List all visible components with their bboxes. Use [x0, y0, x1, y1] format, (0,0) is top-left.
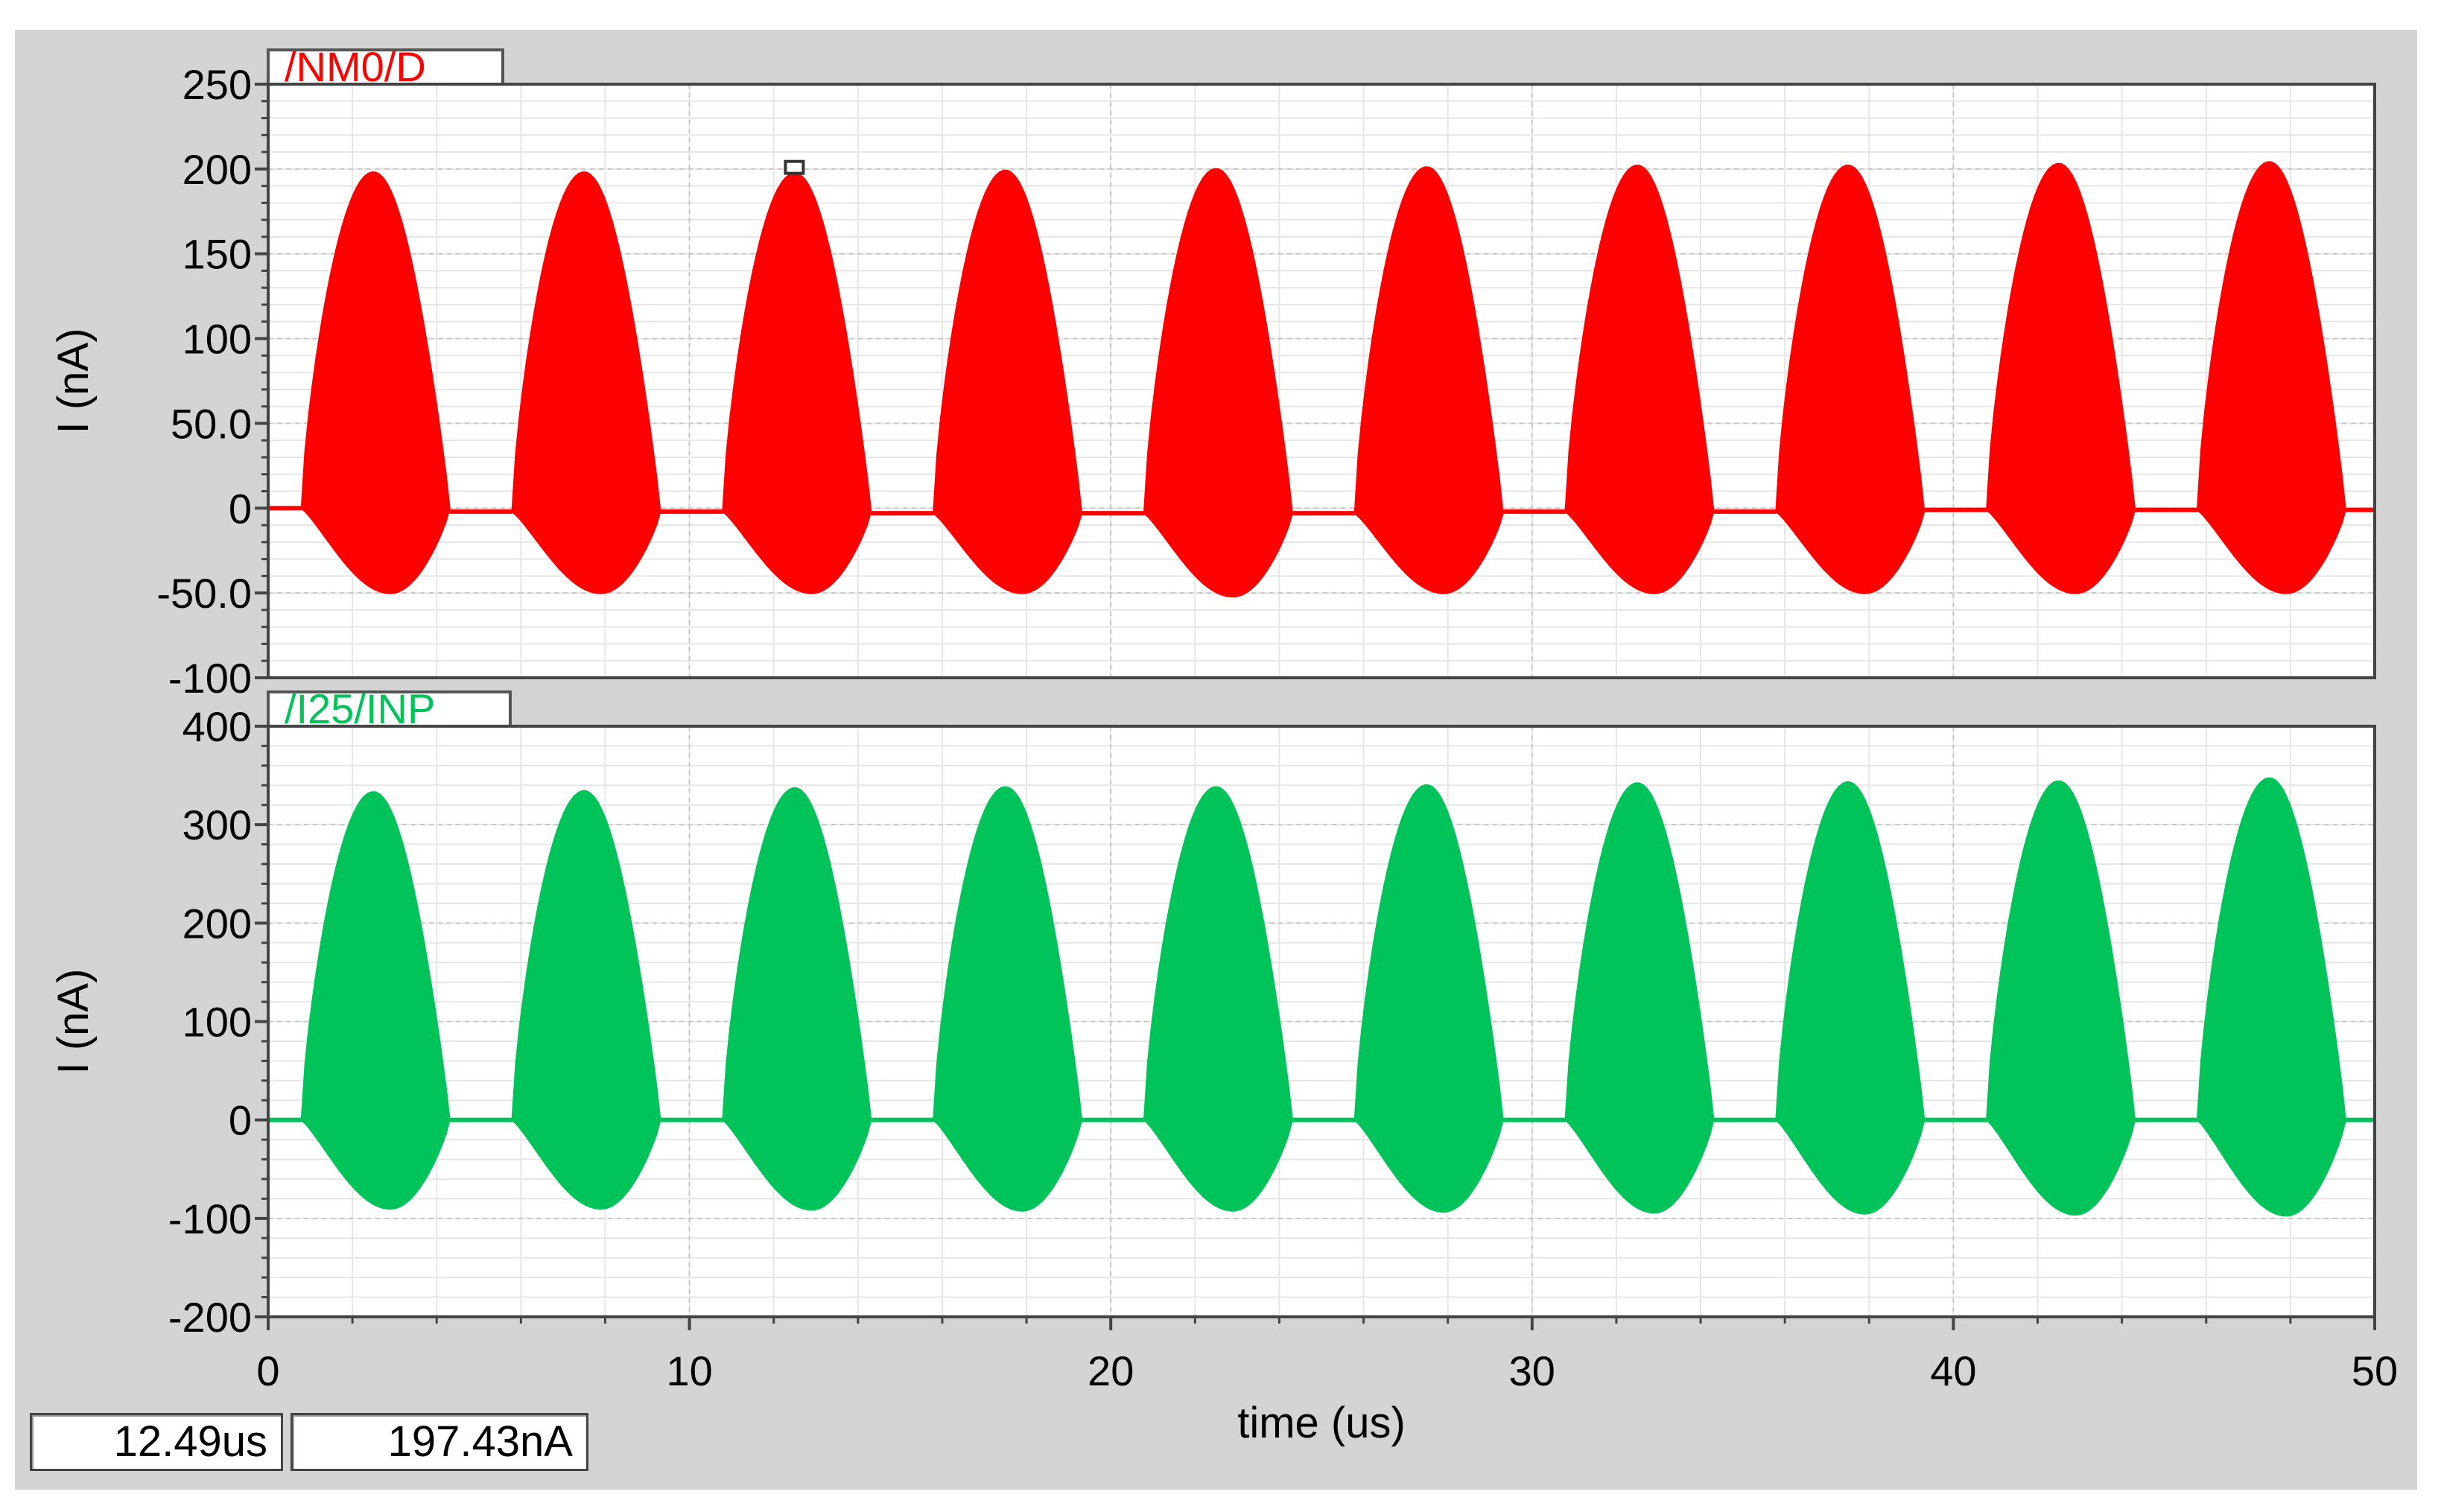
plot-panel-2: /I25/INP 400 300 200 100 0 -100 -200 I (nA) 0 10 20… [49, 685, 2398, 1447]
y-tick-label: 100 [182, 316, 252, 363]
trace-tab[interactable] [267, 48, 504, 87]
waveform-burst [511, 790, 661, 1210]
y-axis-label: I (nA) [49, 328, 98, 434]
x-axis-label: time (us) [1237, 1399, 1406, 1447]
trace-nm0-d [268, 161, 2375, 598]
waveform-burst [1564, 782, 1715, 1214]
x-tick-label: 50 [2352, 1347, 2398, 1394]
waveform-burst [1775, 781, 1926, 1215]
x-tick-label: 10 [666, 1347, 712, 1394]
y-tick-label: 250 [182, 61, 252, 108]
waveform-burst [1143, 786, 1293, 1212]
x-tick-label: 30 [1509, 1347, 1555, 1394]
waveform-burst [933, 786, 1083, 1212]
plot-panel-1: /NM0/D 250 200 150 100 50.0 0 -50.0 -100 I (nA) [49, 43, 2376, 702]
x-tick-label: 40 [1930, 1347, 1976, 1394]
waveform-burst [300, 791, 451, 1210]
y-tick-label: -100 [168, 655, 252, 702]
waveform-burst [1564, 164, 1715, 594]
waveform-burst [1986, 780, 2136, 1216]
y-axis-label: I (nA) [49, 969, 98, 1075]
waveform-burst [722, 787, 872, 1211]
waveform-burst [1143, 168, 1293, 598]
waveform-burst [1775, 164, 1926, 594]
x-tick-label: 20 [1088, 1347, 1134, 1394]
waveform-burst [2196, 161, 2346, 594]
trace-tab[interactable] [267, 690, 512, 729]
y-tick-label: 200 [182, 146, 252, 193]
y-tick-label: 100 [182, 999, 252, 1046]
plot-border [267, 83, 2376, 679]
y-tick-label: 300 [182, 801, 252, 848]
x-tick-label: 0 [256, 1347, 279, 1394]
y-tick-label: 50.0 [171, 400, 252, 447]
waveform-burst [1986, 162, 2136, 594]
waveform-burst [1353, 166, 1504, 594]
waveform-burst [300, 171, 451, 594]
cursor-value-readout: 197.43nA [291, 1413, 588, 1471]
trace-label[interactable]: /I25/INP [285, 685, 435, 732]
y-tick-label: -50.0 [156, 570, 252, 617]
y-tick-label: 200 [182, 900, 252, 947]
trace-label[interactable]: /NM0/D [285, 43, 426, 90]
waveform-burst [722, 172, 872, 594]
waveform-burst [511, 171, 661, 594]
cursor-time-readout: 12.49us [30, 1413, 283, 1471]
waveform-burst [1353, 784, 1504, 1213]
y-tick-label: 0 [229, 485, 252, 532]
y-tick-label: 0 [229, 1097, 252, 1144]
y-tick-label: 400 [182, 703, 252, 750]
trace-i25-inp [268, 777, 2375, 1217]
waveform-burst [933, 169, 1083, 594]
y-tick-label: -200 [168, 1294, 252, 1341]
y-tick-label: 150 [182, 231, 252, 278]
y-tick-label: -100 [168, 1195, 252, 1242]
waveform-burst [2196, 777, 2346, 1217]
cursor-marker[interactable] [784, 159, 805, 175]
